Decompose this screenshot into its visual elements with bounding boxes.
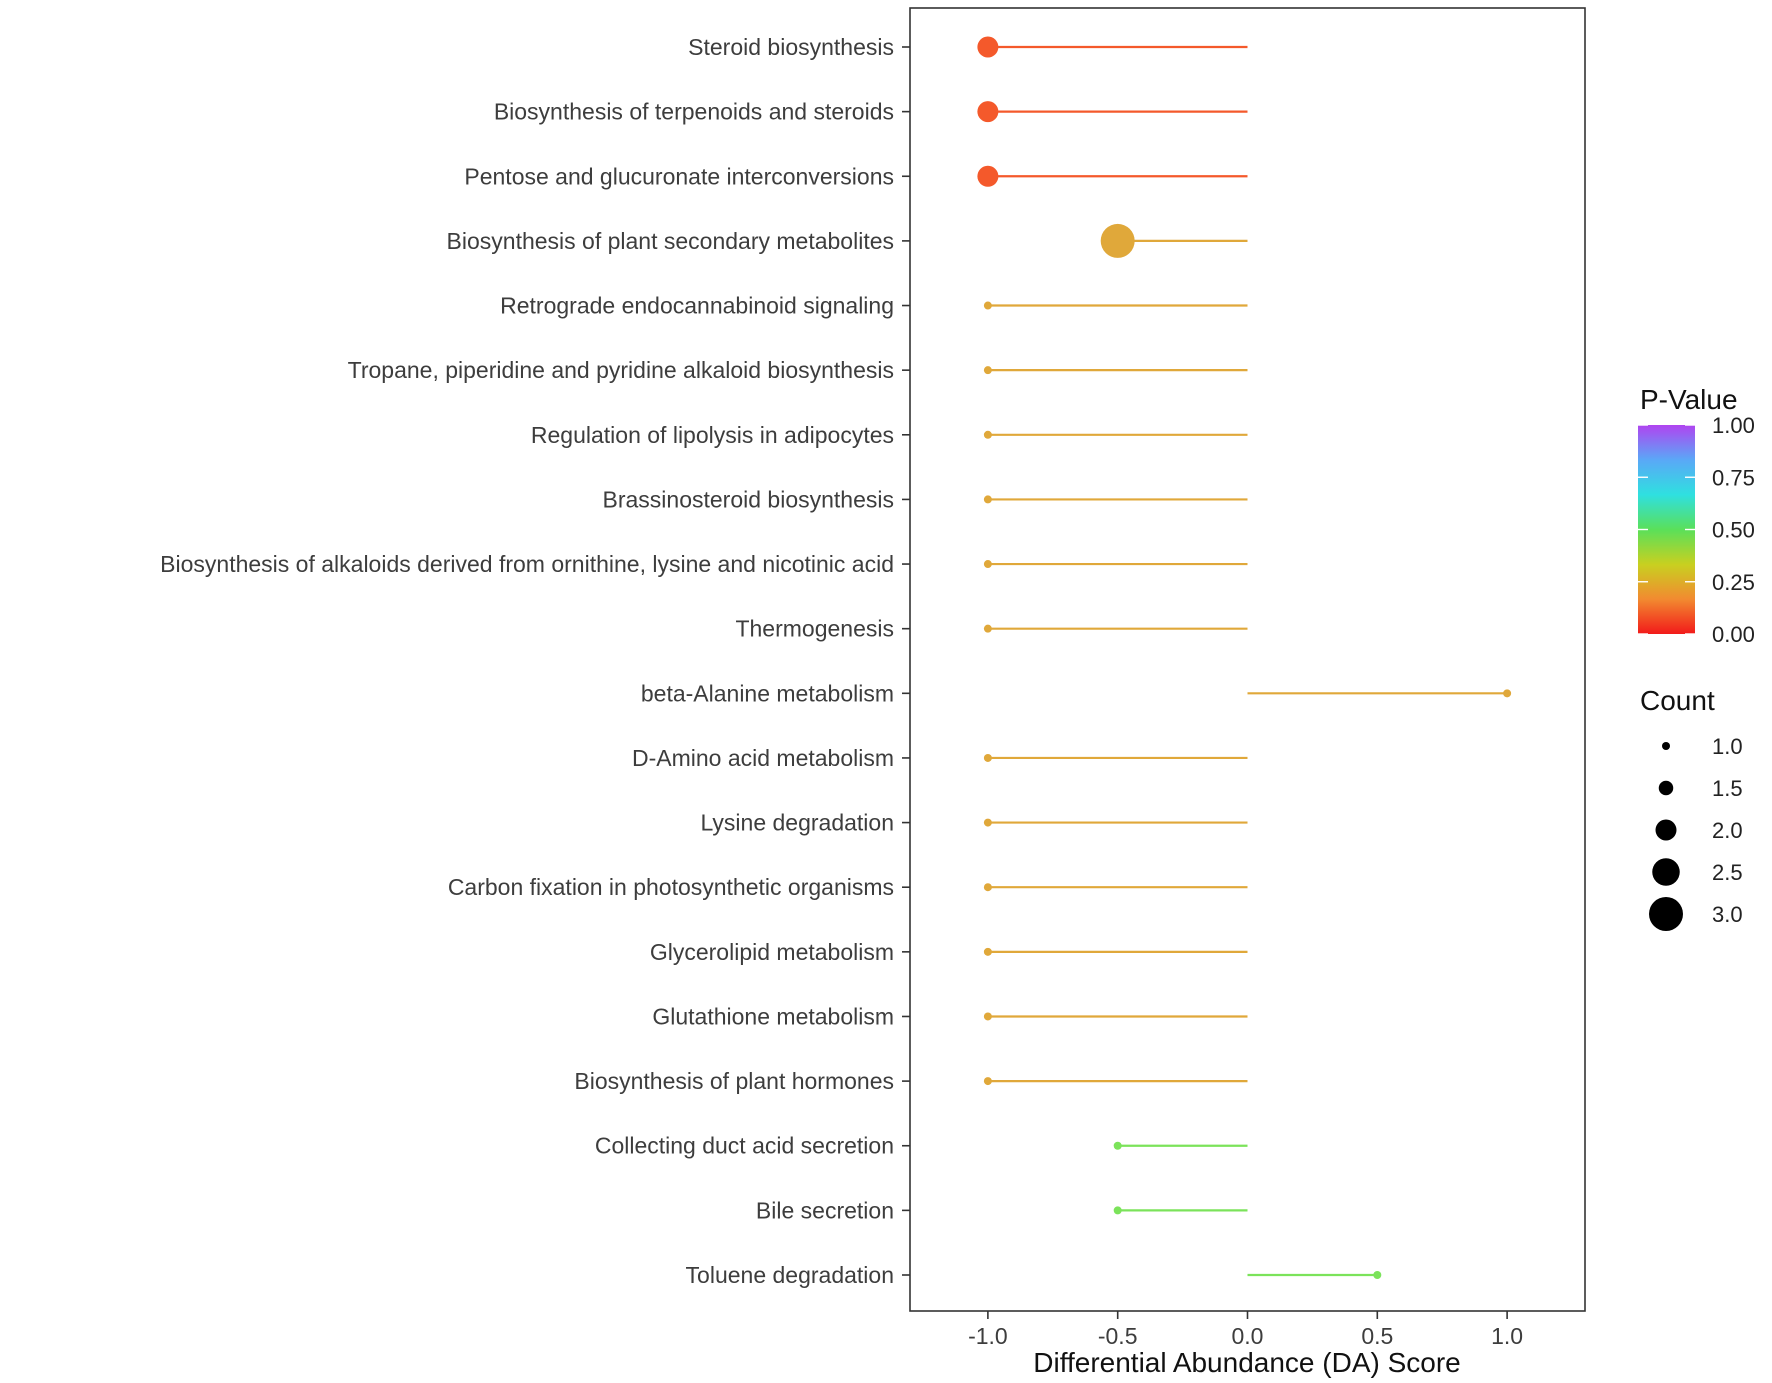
colorbar-label: 0.00 xyxy=(1712,622,1755,647)
y-tick-label: Lysine degradation xyxy=(700,810,894,836)
count-legend-title: Count xyxy=(1640,685,1715,716)
y-tick-label: Biosynthesis of terpenoids and steroids xyxy=(494,99,894,125)
count-legend: Count 1.0 1.5 2.0 2.5 3.0 xyxy=(1640,685,1743,931)
lollipop-dot xyxy=(983,301,992,310)
lollipop-dot xyxy=(983,495,992,504)
y-tick-label: D-Amino acid metabolism xyxy=(632,745,894,771)
lollipop-dot xyxy=(977,36,999,58)
colorbar-label: 1.00 xyxy=(1712,413,1755,438)
pvalue-legend: P-Value 1.00 0.75 0.50 0.25 0.00 xyxy=(1638,384,1755,647)
x-tick-label: 0.5 xyxy=(1361,1323,1393,1349)
count-legend-label: 2.5 xyxy=(1712,860,1743,885)
lollipop-segments xyxy=(987,45,1508,1277)
y-tick-label: Regulation of lipolysis in adipocytes xyxy=(531,422,894,448)
lollipop-dot xyxy=(977,165,999,187)
lollipop-dot xyxy=(977,101,999,123)
lollipop-dots xyxy=(977,36,1512,1279)
x-axis: -1.0 -0.5 0.0 0.5 1.0 xyxy=(968,1311,1523,1349)
y-tick-label: Steroid biosynthesis xyxy=(688,34,894,60)
count-legend-dot xyxy=(1662,742,1670,750)
lollipop-dot xyxy=(983,947,992,956)
lollipop-dot xyxy=(1113,1206,1122,1215)
y-tick-label: Glycerolipid metabolism xyxy=(650,939,894,965)
lollipop-dot xyxy=(983,560,992,569)
y-tick-label: beta-Alanine metabolism xyxy=(641,680,894,706)
lollipop-dot xyxy=(983,753,992,762)
x-tick-label: -1.0 xyxy=(968,1323,1008,1349)
lollipop-dot xyxy=(1113,1141,1122,1150)
count-legend-dot xyxy=(1652,858,1680,886)
lollipop-dot xyxy=(983,1077,992,1086)
count-legend-label: 1.0 xyxy=(1712,734,1743,759)
count-legend-label: 2.0 xyxy=(1712,818,1743,843)
colorbar-label: 0.25 xyxy=(1712,570,1755,595)
colorbar-label: 0.50 xyxy=(1712,518,1755,543)
plot-panel xyxy=(909,7,1586,1312)
y-tick-label: Biosynthesis of alkaloids derived from o… xyxy=(160,551,894,577)
y-axis: Steroid biosynthesis Biosynthesis of terp… xyxy=(160,34,910,1288)
count-legend-dot xyxy=(1649,897,1683,931)
y-tick-label: Toluene degradation xyxy=(686,1262,894,1288)
y-tick-label: Biosynthesis of plant secondary metaboli… xyxy=(447,228,894,254)
colorbar-label: 0.75 xyxy=(1712,465,1755,490)
lollipop-dot xyxy=(983,430,992,439)
y-tick-label: Pentose and glucuronate interconversions xyxy=(464,163,894,189)
x-tick-label: 0.0 xyxy=(1232,1323,1264,1349)
x-tick-label: -0.5 xyxy=(1098,1323,1138,1349)
y-tick-label: Carbon fixation in photosynthetic organi… xyxy=(448,874,894,900)
lollipop-dot xyxy=(983,366,992,375)
count-legend-label: 1.5 xyxy=(1712,776,1743,801)
y-tick-label: Collecting duct acid secretion xyxy=(595,1133,894,1159)
x-tick-label: 1.0 xyxy=(1491,1323,1523,1349)
count-legend-dot xyxy=(1658,780,1674,796)
y-tick-label: Tropane, piperidine and pyridine alkaloi… xyxy=(348,357,894,383)
lollipop-dot xyxy=(983,1012,992,1021)
y-tick-label: Thermogenesis xyxy=(735,616,894,642)
y-tick-label: Glutathione metabolism xyxy=(652,1003,894,1029)
lollipop-dot xyxy=(1503,689,1512,698)
lollipop-dot xyxy=(1100,223,1135,258)
y-tick-label: Bile secretion xyxy=(756,1197,894,1223)
y-tick-label: Brassinosteroid biosynthesis xyxy=(603,486,894,512)
x-axis-title: Differential Abundance (DA) Score xyxy=(1033,1347,1461,1378)
pvalue-legend-title: P-Value xyxy=(1640,384,1738,415)
count-legend-dot xyxy=(1655,819,1677,841)
lollipop-dot xyxy=(1373,1271,1382,1279)
count-legend-label: 3.0 xyxy=(1712,902,1743,927)
y-tick-label: Retrograde endocannabinoid signaling xyxy=(500,293,894,319)
lollipop-dot xyxy=(983,818,992,827)
y-tick-label: Biosynthesis of plant hormones xyxy=(574,1068,894,1094)
lollipop-dot xyxy=(983,624,992,633)
lollipop-dot xyxy=(983,883,992,892)
